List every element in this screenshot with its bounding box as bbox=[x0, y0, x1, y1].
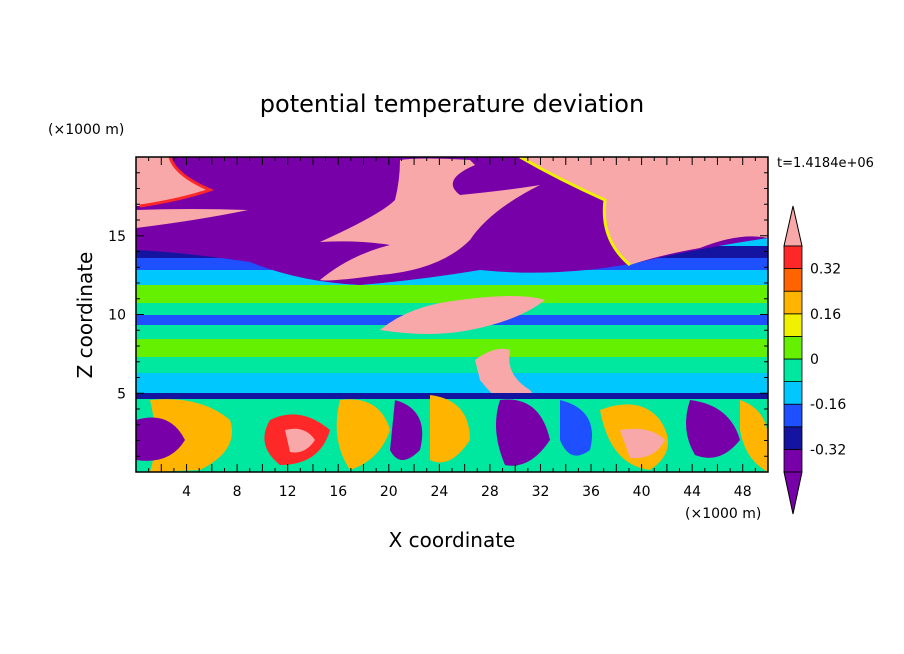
y-unit-label: (×1000 m) bbox=[48, 122, 124, 138]
mid-band-teal-2 bbox=[136, 357, 768, 373]
pink-region-right bbox=[520, 157, 768, 265]
colorbar-segment bbox=[783, 448, 803, 473]
pink-edge-right bbox=[519, 157, 631, 267]
x-unit-label: (×1000 m) bbox=[685, 506, 761, 522]
colorbar-segment bbox=[783, 313, 803, 337]
pink-tongue-middle bbox=[380, 296, 545, 334]
x-tick-label: 4 bbox=[182, 484, 191, 500]
x-tick-label: 48 bbox=[734, 484, 752, 500]
time-label: t=1.4184e+06 bbox=[777, 156, 874, 171]
x-tick-label: 40 bbox=[633, 484, 651, 500]
colorbar-over-triangle bbox=[783, 205, 803, 247]
lower-purple-4 bbox=[686, 400, 740, 458]
colorbar-segment bbox=[783, 290, 803, 315]
pink-region-center bbox=[320, 158, 540, 281]
x-tick-label: 20 bbox=[380, 484, 398, 500]
x-tick-label: 44 bbox=[683, 484, 701, 500]
pink-region-left-mid bbox=[136, 209, 248, 228]
colorbar-under-triangle bbox=[783, 471, 803, 515]
x-tick-label: 36 bbox=[582, 484, 600, 500]
x-tick-label: 32 bbox=[532, 484, 550, 500]
x-tick-label: 24 bbox=[430, 484, 448, 500]
x-axis: 4 8 12 16 20 24 28 32 36 40 44 48 bbox=[135, 157, 769, 500]
lower-blue-1 bbox=[560, 400, 592, 456]
colorbar-segment bbox=[783, 268, 803, 292]
mid-band-cyan-2 bbox=[136, 373, 768, 393]
y-axis: 5 10 15 bbox=[108, 156, 768, 473]
lower-purple-3 bbox=[496, 399, 550, 466]
colorbar-label: 0.16 bbox=[810, 307, 841, 323]
lower-purple-2 bbox=[390, 400, 423, 460]
colorbar-segment bbox=[783, 426, 803, 450]
y-tick-label: 10 bbox=[108, 308, 126, 324]
x-tick-label: 16 bbox=[329, 484, 347, 500]
contour-field bbox=[136, 157, 768, 472]
colorbar-segment bbox=[783, 403, 803, 428]
lower-purple-1 bbox=[136, 417, 185, 461]
colorbar-label: -0.32 bbox=[810, 442, 846, 458]
colorbar-segment bbox=[783, 245, 803, 270]
colorbar-label: -0.16 bbox=[810, 397, 846, 413]
band-cyan-upper bbox=[136, 270, 768, 280]
colorbar-label: 0.32 bbox=[810, 262, 841, 278]
y-tick-label: 5 bbox=[117, 386, 126, 402]
colorbar-segment bbox=[783, 381, 803, 405]
y-axis-label: Z coordinate bbox=[73, 252, 97, 379]
mid-band-green-1 bbox=[136, 285, 768, 303]
lower-orange-5 bbox=[740, 400, 768, 472]
mid-band-green-3 bbox=[136, 339, 768, 357]
lower-layer-top-band bbox=[136, 393, 768, 399]
colorbar-segment bbox=[783, 335, 803, 360]
lower-pink-2 bbox=[620, 428, 665, 459]
pink-edge-left bbox=[139, 157, 215, 208]
lower-pink-1 bbox=[285, 428, 315, 453]
x-axis-label: X coordinate bbox=[389, 528, 516, 552]
colorbar-label: 0 bbox=[810, 352, 819, 368]
pink-region-left bbox=[136, 157, 210, 206]
chart-title: potential temperature deviation bbox=[260, 90, 644, 118]
colorbar-segment bbox=[783, 358, 803, 383]
lower-orange-3 bbox=[430, 395, 470, 463]
x-tick-label: 8 bbox=[233, 484, 242, 500]
y-tick-label: 15 bbox=[108, 229, 126, 245]
x-tick-label: 28 bbox=[481, 484, 499, 500]
colorbar: 0.32 0.16 0 -0.16 -0.32 bbox=[783, 205, 846, 515]
x-tick-label: 12 bbox=[279, 484, 297, 500]
lower-orange-2 bbox=[336, 399, 390, 470]
